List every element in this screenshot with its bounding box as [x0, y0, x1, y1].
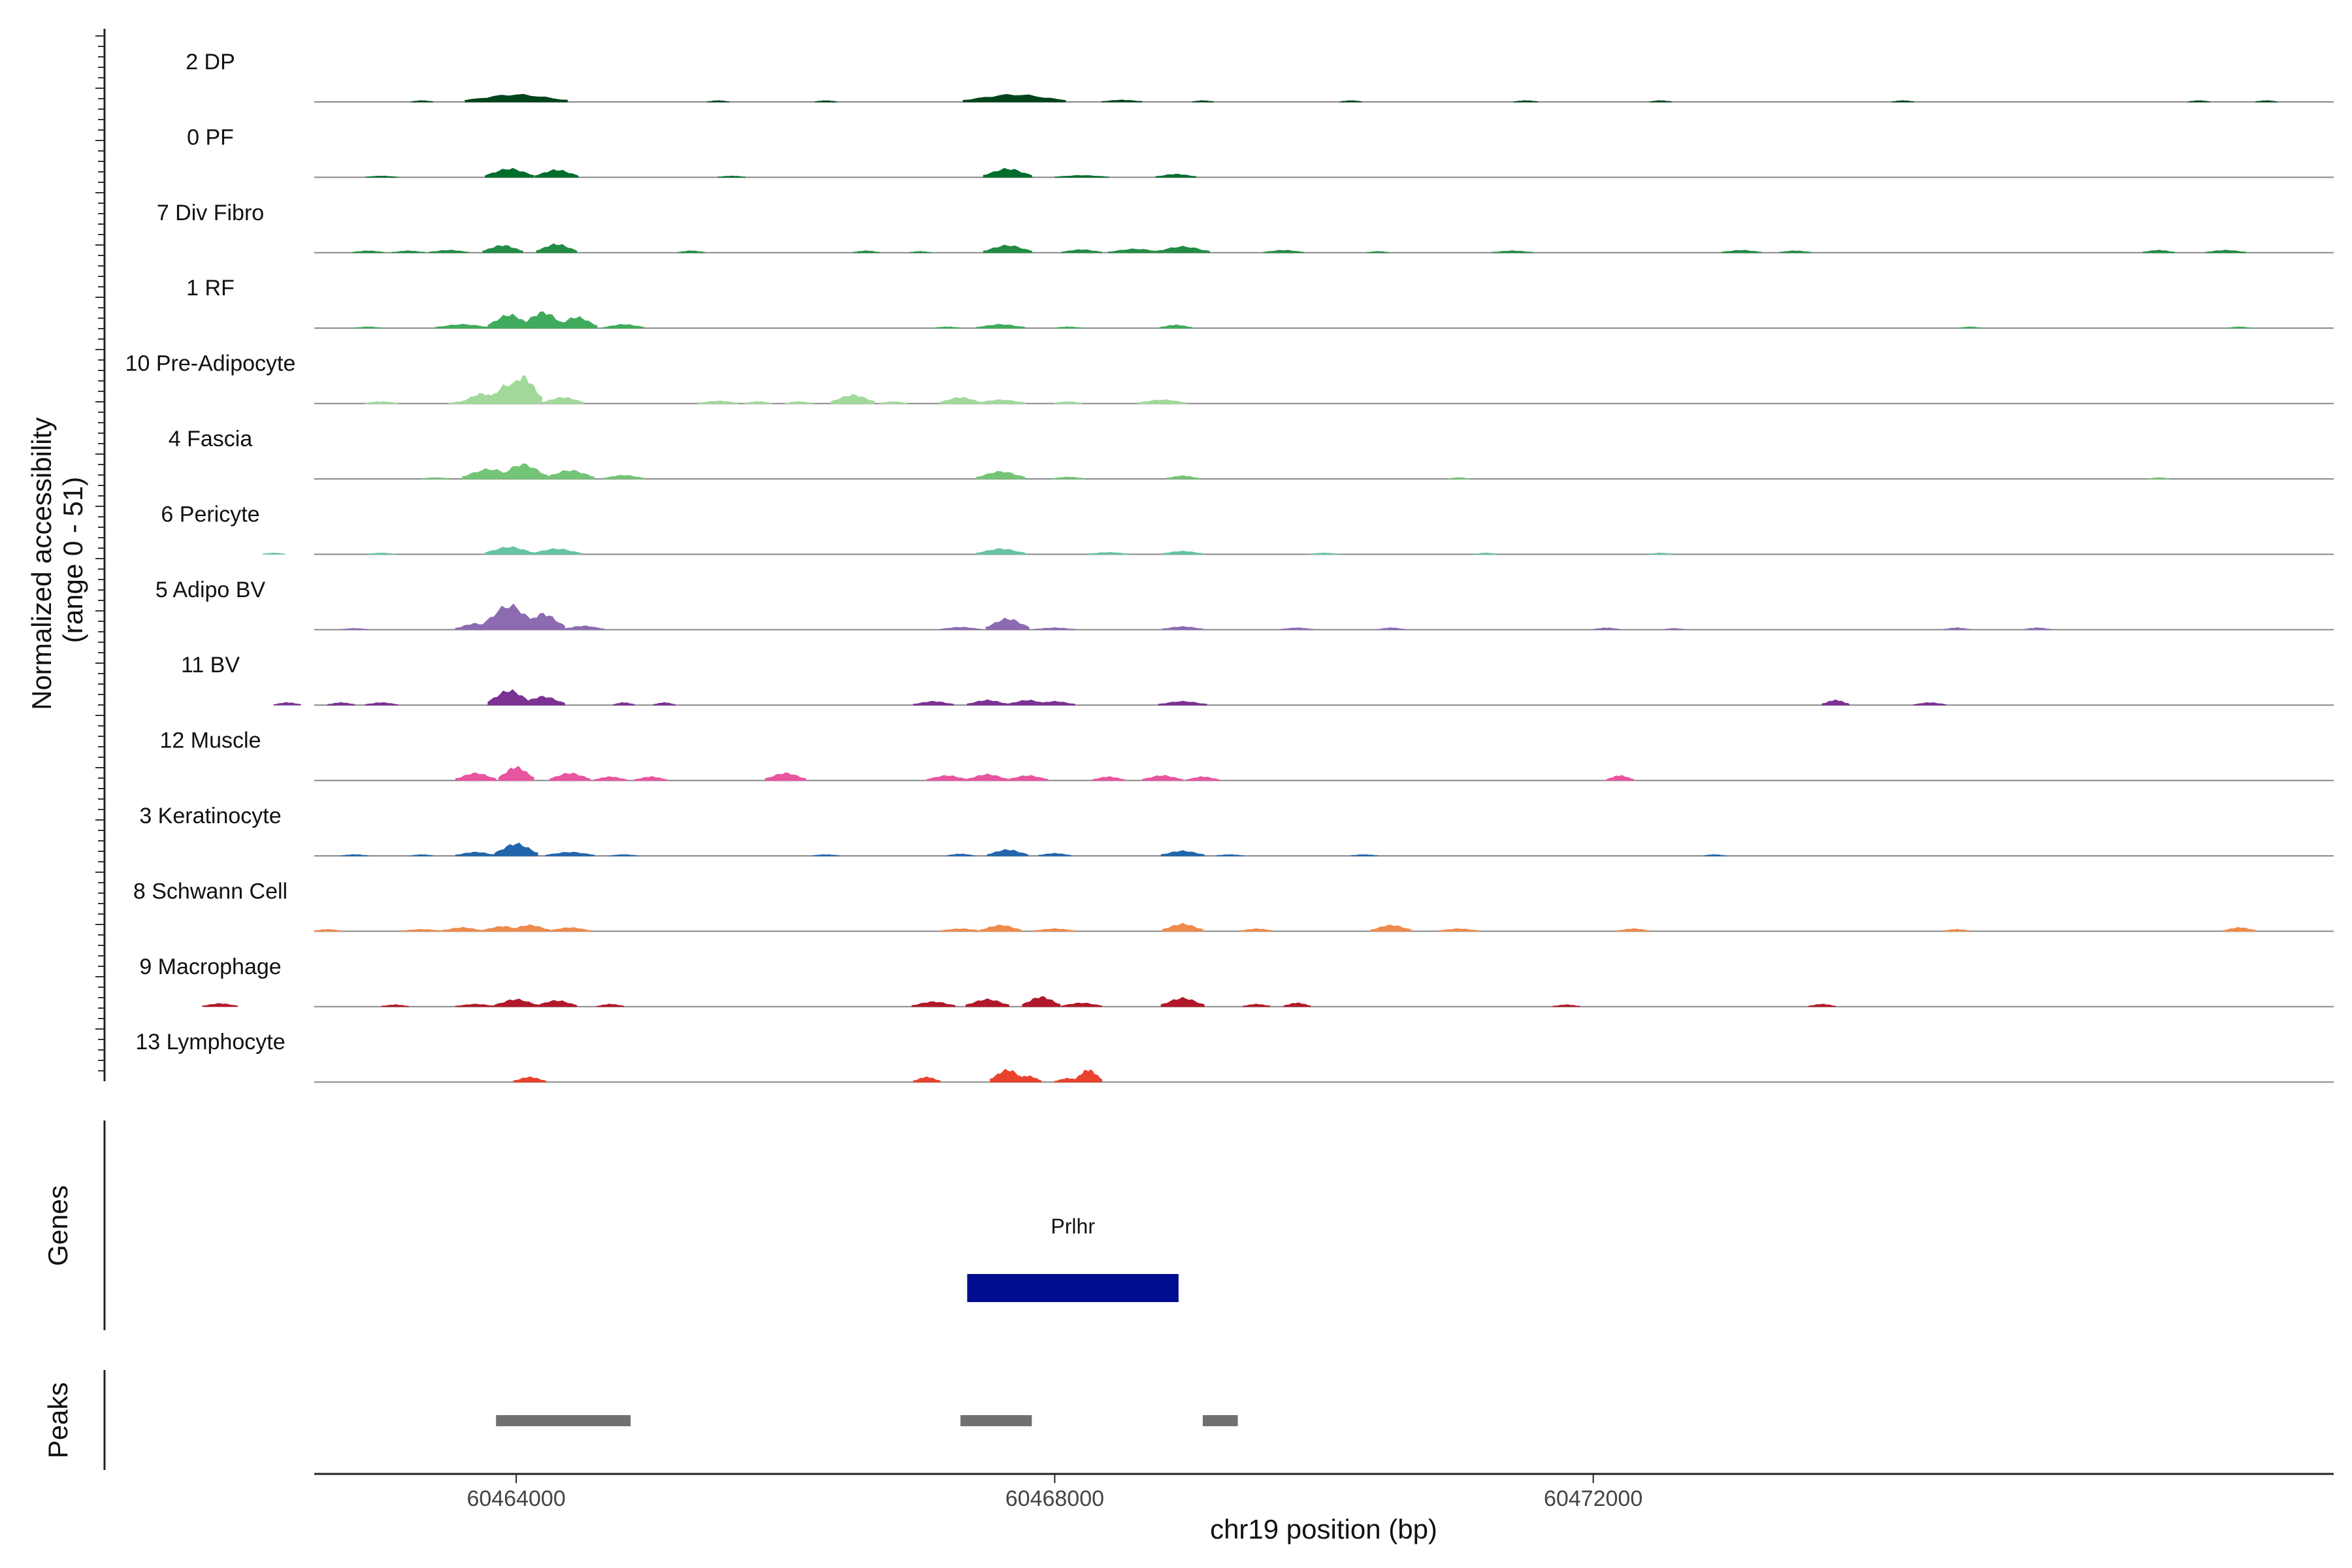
track-label: 4 Fascia — [169, 427, 253, 451]
track-label: 6 Pericyte — [161, 502, 259, 527]
track-10: 12 Muscle — [160, 728, 2334, 781]
x-axis-ticks: 60464000 60468000 60472000 — [466, 1474, 1642, 1511]
genes-track-title: Genes — [42, 1185, 73, 1266]
track-label: 1 RF — [186, 276, 235, 301]
accessibility-area — [421, 463, 2170, 480]
track-2: 0 PF — [187, 125, 2334, 178]
x-axis-tick-label: 60472000 — [1544, 1486, 1642, 1511]
accessibility-area — [263, 546, 1672, 555]
track-label: 2 DP — [186, 50, 235, 74]
track-label: 5 Adipo BV — [155, 578, 266, 602]
track-label: 8 Schwann Cell — [133, 879, 287, 904]
peak-region — [1203, 1415, 1238, 1426]
accessibility-area — [340, 603, 2051, 630]
accessibility-tracks: 2 DP 0 PF 7 Div Fibro 1 RF 10 Pre-Adipocyte 4… — [125, 50, 2334, 1083]
accessibility-area — [513, 1068, 1102, 1083]
gene-track: Prlhr — [967, 1215, 1179, 1302]
accessibility-area — [351, 243, 2247, 253]
y-axis-title-line2: (range 0 - 51) — [57, 477, 88, 643]
track-7: 6 Pericyte — [161, 502, 2334, 555]
track-8: 5 Adipo BV — [155, 578, 2334, 630]
accessibility-area — [410, 93, 2278, 103]
peak-track — [496, 1415, 1238, 1426]
gene-body — [967, 1274, 1179, 1302]
y-axis-title: Normalized accessibility (range 0 - 51) — [26, 410, 88, 710]
x-axis-tick-label: 60468000 — [1005, 1486, 1104, 1511]
track-9: 11 BV — [181, 653, 2334, 706]
accessibility-area — [314, 923, 2256, 932]
accessibility-area — [354, 311, 2251, 329]
track-14: 13 Lymphocyte — [135, 1030, 2334, 1083]
track-5: 10 Pre-Adipocyte — [125, 351, 2334, 404]
track-12: 8 Schwann Cell — [133, 879, 2334, 932]
peak-region — [496, 1415, 631, 1426]
accessibility-area — [365, 375, 1187, 404]
track-1: 2 DP — [186, 50, 2334, 103]
track-4: 1 RF — [186, 276, 2334, 329]
track-label: 3 Keratinocyte — [139, 804, 281, 828]
x-axis-tick-label: 60464000 — [466, 1486, 565, 1511]
accessibility-area — [340, 842, 1726, 857]
tracks-y-axis-ticks — [95, 35, 105, 1071]
peak-region — [960, 1415, 1032, 1426]
track-label: 7 Div Fibro — [157, 201, 264, 225]
track-label: 13 Lymphocyte — [135, 1030, 285, 1054]
accessibility-area — [365, 167, 1197, 178]
track-11: 3 Keratinocyte — [139, 804, 2334, 857]
track-label: 12 Muscle — [160, 728, 261, 753]
track-13: 9 Macrophage — [139, 955, 2334, 1007]
track-label: 11 BV — [181, 653, 240, 678]
gene-label: Prlhr — [1051, 1215, 1095, 1238]
x-axis-title: chr19 position (bp) — [1210, 1514, 1437, 1544]
track-label: 9 Macrophage — [139, 955, 281, 979]
track-3: 7 Div Fibro — [157, 201, 2334, 253]
peaks-track-title: Peaks — [42, 1382, 73, 1459]
accessibility-area — [202, 996, 1837, 1007]
track-label: 0 PF — [187, 125, 234, 150]
track-6: 4 Fascia — [169, 427, 2334, 480]
accessibility-area — [455, 766, 1634, 781]
y-axis-title-line1: Normalized accessibility — [26, 417, 57, 710]
track-label: 10 Pre-Adipocyte — [125, 351, 296, 376]
accessibility-area — [273, 689, 1946, 706]
